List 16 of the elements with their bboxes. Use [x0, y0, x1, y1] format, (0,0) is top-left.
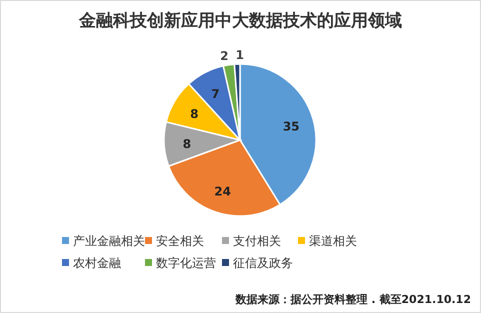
- legend-label: 渠道相关: [309, 234, 357, 248]
- legend-label: 农村金融: [73, 256, 121, 270]
- data-label: 7: [211, 86, 220, 101]
- legend-label: 征信及政务: [233, 256, 293, 270]
- legend-label: 数字化运营: [156, 256, 216, 270]
- source-note: 数据来源：据公开资料整理 . 截至2021.10.12: [234, 293, 471, 306]
- data-label: 1: [236, 48, 244, 62]
- data-label: 24: [214, 184, 231, 198]
- data-label: 8: [182, 136, 192, 151]
- chart-title: 金融科技创新应用中大数据技术的应用领域: [78, 11, 402, 31]
- data-label: 35: [282, 119, 300, 134]
- legend-label: 产业金融相关: [73, 234, 145, 248]
- data-label: 2: [220, 48, 229, 63]
- data-label: 8: [190, 106, 198, 121]
- legend-label: 安全相关: [156, 234, 204, 248]
- legend-label: 支付相关: [233, 234, 281, 248]
